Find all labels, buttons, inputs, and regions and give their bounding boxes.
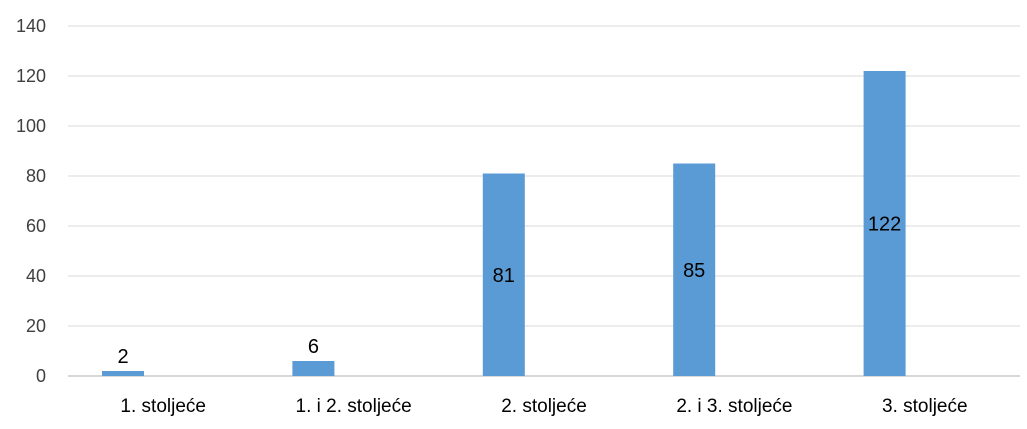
bar <box>102 371 144 376</box>
data-label: 85 <box>683 260 705 282</box>
x-tick-label: 2. i 3. stoljeće <box>676 396 792 417</box>
bar <box>292 361 335 376</box>
x-tick-label: 3. stoljeće <box>882 396 968 417</box>
y-tick-label: 0 <box>36 366 46 386</box>
bar <box>673 163 716 376</box>
y-tick-label: 100 <box>16 116 46 136</box>
x-tick-label: 1. stoljeće <box>120 396 206 417</box>
x-tick-label: 2. stoljeće <box>501 396 587 417</box>
y-tick-label: 40 <box>26 266 46 286</box>
x-tick-label: 1. i 2. stoljeće <box>296 396 412 417</box>
data-label: 81 <box>493 265 515 287</box>
bar <box>863 71 906 376</box>
data-label: 2 <box>117 346 128 368</box>
y-tick-label: 120 <box>16 66 46 86</box>
bar <box>482 173 525 376</box>
data-label: 122 <box>868 214 901 236</box>
y-tick-label: 20 <box>26 316 46 336</box>
y-tick-label: 140 <box>16 16 46 36</box>
data-label: 6 <box>308 336 319 358</box>
y-tick-label: 80 <box>26 166 46 186</box>
y-tick-label: 60 <box>26 216 46 236</box>
